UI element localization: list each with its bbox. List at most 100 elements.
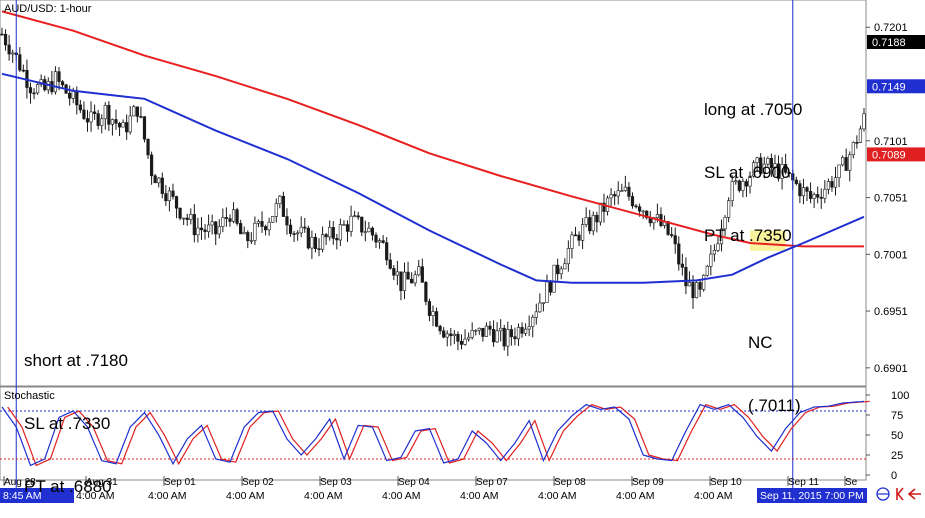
date-tick-label: Se (845, 477, 858, 488)
candle (139, 116, 143, 118)
price-axis-area (866, 0, 925, 480)
candle (271, 216, 275, 223)
date-tick-label: Sep 01 (164, 477, 196, 488)
date-tick-label: Aug 28 (4, 477, 36, 488)
nc-highlight-zone (750, 230, 786, 251)
candle (705, 266, 709, 276)
time-tick-label: 4:00 AM (694, 490, 733, 502)
candle (734, 180, 738, 183)
candle (784, 164, 788, 173)
candle (787, 172, 791, 174)
time-tick-label: 4:00 AM (382, 490, 421, 502)
candle (285, 216, 289, 226)
candle (381, 240, 385, 243)
candle (260, 221, 264, 227)
candle (417, 266, 421, 276)
arrow-left-icon[interactable] (907, 488, 921, 500)
candle (263, 226, 268, 231)
nc-label: NC (748, 333, 773, 352)
candle (338, 224, 342, 241)
stochastic-tick-label: 75 (891, 410, 903, 422)
candle (256, 221, 261, 224)
candle (808, 191, 813, 199)
stochastic-tick-label: 25 (891, 450, 903, 462)
candle (634, 205, 638, 208)
candle (491, 328, 496, 343)
price-ticks-group: 0.7201 0.7101 0.7051 0.7001 0.6951 0.6901 (866, 22, 908, 375)
price-badge-label: 0.7188 (872, 37, 906, 49)
candle (296, 232, 300, 235)
candle (467, 336, 471, 340)
candle (509, 329, 513, 337)
candle (691, 282, 695, 299)
time-axis-area (0, 480, 866, 503)
candle (605, 197, 610, 212)
vertical-markers-group (15, 0, 794, 488)
candle (199, 227, 204, 231)
candle (773, 163, 777, 169)
candle (317, 248, 321, 250)
candle (406, 271, 410, 280)
candle (452, 333, 456, 337)
scroll-to-end-icon[interactable] (896, 487, 904, 501)
candle (310, 236, 314, 249)
candle (345, 224, 350, 232)
price-badge-label: 0.7149 (872, 81, 906, 93)
candle (349, 215, 353, 232)
candle (602, 202, 606, 212)
candle (434, 311, 439, 327)
candle (759, 157, 763, 174)
candle (545, 281, 549, 303)
candle (527, 326, 531, 330)
candle (794, 179, 798, 184)
scroll-icons[interactable] (876, 487, 921, 501)
candle (203, 229, 207, 232)
candle (253, 222, 257, 241)
candle (114, 119, 118, 124)
candle (645, 210, 649, 219)
moving-averages-group (1, 10, 865, 284)
candle (424, 282, 428, 302)
price-badge (867, 35, 925, 50)
cursor-time-left-label: 8:45 AM (3, 490, 42, 502)
candle (694, 282, 699, 299)
candle (499, 327, 503, 332)
short-stop-loss: SL at .7330 (24, 414, 111, 433)
price-badge (867, 147, 925, 162)
candle (737, 180, 741, 191)
candle (121, 122, 125, 128)
stochastic-pane[interactable] (0, 386, 867, 481)
candle (862, 113, 866, 130)
candle (673, 235, 677, 245)
cursor-time-left: 8:45 AM (0, 488, 74, 503)
candle (833, 177, 838, 188)
candle (570, 234, 574, 249)
candle (488, 325, 492, 330)
candle (848, 154, 852, 171)
candle (367, 227, 371, 233)
candle (278, 195, 282, 204)
candle (481, 327, 485, 337)
candle (776, 163, 781, 179)
candle (826, 181, 830, 190)
candle (819, 196, 823, 199)
date-tick-label: Sep 03 (320, 477, 352, 488)
candle (830, 181, 834, 188)
candle (249, 240, 253, 242)
candle (142, 116, 147, 140)
short-profit-target: PT at .6880 (24, 477, 112, 496)
candle (328, 227, 332, 238)
candle (566, 248, 570, 265)
candle (128, 115, 132, 133)
candle (556, 264, 560, 275)
date-tick-label: Aug 31 (86, 477, 118, 488)
nc-note: NC (.7011) (748, 290, 801, 437)
candle (627, 186, 631, 197)
candle (449, 333, 453, 337)
candle (3, 33, 8, 46)
candle (716, 243, 720, 251)
candle (812, 194, 816, 199)
candle (420, 266, 424, 283)
candle (477, 327, 481, 331)
price-tick-label: 0.6901 (874, 363, 908, 375)
